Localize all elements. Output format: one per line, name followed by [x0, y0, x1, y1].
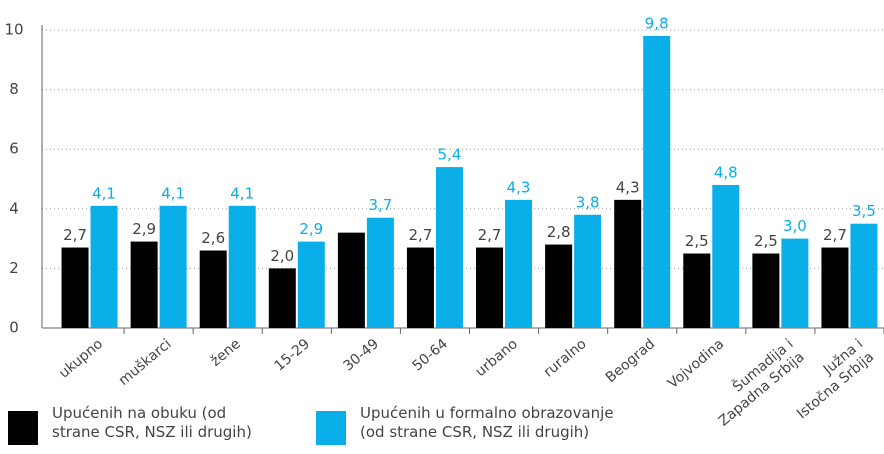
bar — [268, 268, 296, 328]
bar — [228, 205, 256, 328]
value-label: 3,8 — [576, 193, 600, 211]
value-label: 2,5 — [754, 232, 778, 250]
y-tick-label: 10 — [4, 21, 23, 39]
value-label: 2,7 — [478, 226, 502, 244]
bar — [643, 35, 671, 329]
value-label: 2,7 — [63, 226, 87, 244]
value-label: 3,5 — [852, 202, 876, 220]
y-tick-label: 6 — [9, 140, 19, 158]
value-label: 4,3 — [507, 178, 531, 196]
bar — [574, 214, 602, 328]
bar — [476, 247, 504, 328]
y-tick-label: 0 — [9, 319, 19, 337]
bar — [781, 238, 809, 328]
legend-label: Upućenih na obuku (od strane CSR, NSZ il… — [52, 404, 252, 441]
bar — [683, 253, 711, 328]
value-label: 3,7 — [368, 196, 392, 214]
value-label: 4,3 — [616, 178, 640, 196]
bar — [337, 232, 365, 328]
value-label: 2,8 — [547, 223, 571, 241]
legend-swatch — [316, 411, 346, 445]
value-label: 2,6 — [201, 229, 225, 247]
value-label: 5,4 — [438, 146, 462, 164]
bar — [821, 247, 849, 328]
bar — [712, 184, 740, 328]
bar — [505, 199, 533, 328]
bar — [406, 247, 434, 328]
value-label: 2,7 — [823, 226, 847, 244]
y-tick-label: 8 — [9, 80, 19, 98]
bar — [545, 244, 573, 328]
bar — [366, 217, 394, 328]
bar — [130, 241, 158, 328]
bar — [297, 241, 325, 328]
value-label: 2,9 — [132, 220, 156, 238]
value-label: 2,5 — [685, 232, 709, 250]
value-label: 3,0 — [783, 217, 807, 235]
value-label: 9,8 — [645, 14, 669, 32]
bar — [614, 199, 642, 328]
value-label: 2,0 — [270, 247, 294, 265]
value-label: 4,8 — [714, 163, 738, 181]
legend-swatch — [8, 411, 38, 445]
value-label: 4,1 — [161, 184, 185, 202]
value-label: 4,1 — [230, 184, 254, 202]
bar — [435, 167, 463, 328]
value-label: 4,1 — [92, 184, 116, 202]
bar — [61, 247, 89, 328]
value-label: 2,7 — [409, 226, 433, 244]
bar — [90, 205, 118, 328]
y-tick-label: 2 — [9, 259, 19, 277]
bar — [752, 253, 780, 328]
bar — [199, 250, 227, 328]
legend-label: Upućenih u formalno obrazovanje (od stra… — [360, 404, 614, 441]
bar — [159, 205, 187, 328]
value-label: 2,9 — [299, 220, 323, 238]
y-tick-label: 4 — [9, 199, 19, 217]
bar — [850, 223, 878, 328]
